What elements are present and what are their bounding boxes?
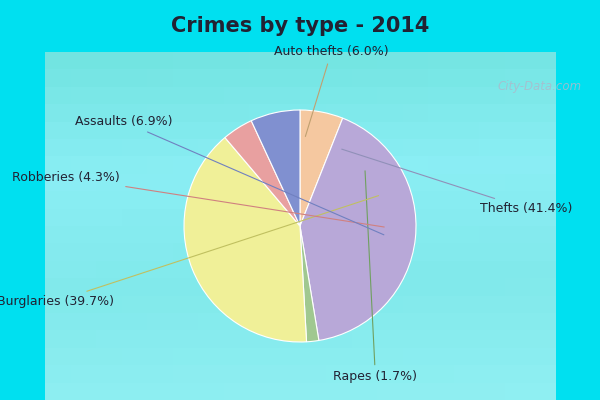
Wedge shape — [300, 226, 319, 342]
Text: Crimes by type - 2014: Crimes by type - 2014 — [171, 16, 429, 36]
Text: Thefts (41.4%): Thefts (41.4%) — [342, 149, 572, 215]
Text: City-Data.com: City-Data.com — [498, 80, 582, 93]
Wedge shape — [300, 110, 343, 226]
Text: Assaults (6.9%): Assaults (6.9%) — [75, 115, 384, 235]
Wedge shape — [251, 110, 300, 226]
Text: Rapes (1.7%): Rapes (1.7%) — [334, 171, 418, 383]
Text: Auto thefts (6.0%): Auto thefts (6.0%) — [274, 46, 389, 136]
Wedge shape — [184, 138, 307, 342]
Wedge shape — [300, 118, 416, 340]
Text: Robberies (4.3%): Robberies (4.3%) — [13, 171, 384, 227]
Text: Burglaries (39.7%): Burglaries (39.7%) — [0, 196, 379, 308]
Wedge shape — [225, 121, 300, 226]
